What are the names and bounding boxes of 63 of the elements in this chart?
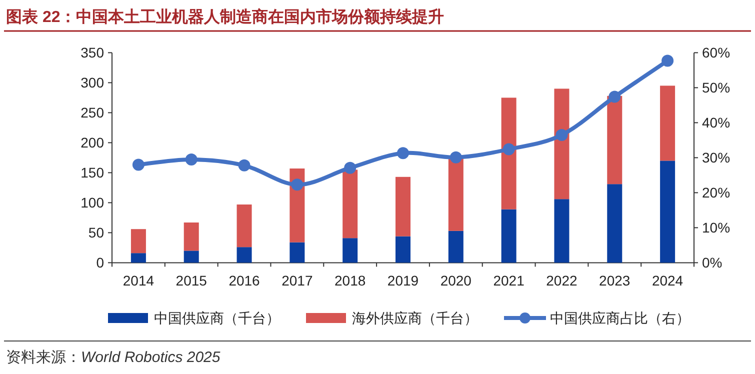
- point: [238, 159, 250, 172]
- point: [450, 151, 462, 164]
- legend-label: 中国供应商（千台）: [154, 310, 280, 326]
- legend-label: 海外供应商（千台）: [352, 310, 478, 326]
- bar: [501, 98, 516, 210]
- x-tick-label: 2014: [122, 272, 154, 289]
- y-tick-label: 50: [88, 224, 104, 241]
- point: [662, 54, 674, 67]
- y-tick-label: 150: [80, 164, 104, 181]
- chart-title: 图表 22：中国本土工业机器人制造商在国内市场份额持续提升: [6, 8, 444, 26]
- x-tick-label: 2022: [546, 272, 578, 289]
- y-tick-label: 300: [80, 74, 104, 91]
- y-tick-label: 200: [80, 134, 104, 151]
- point: [291, 178, 304, 191]
- bar: [501, 209, 516, 263]
- point: [185, 153, 198, 166]
- point: [132, 158, 144, 171]
- y-tick-label: 250: [80, 104, 104, 121]
- bar: [660, 160, 676, 263]
- y-tick-label: 350: [80, 44, 104, 61]
- y-tick-label: 100: [80, 194, 104, 211]
- point: [556, 128, 568, 141]
- bar: [607, 184, 622, 263]
- x-tick-label: 2023: [599, 272, 630, 289]
- point: [608, 90, 621, 103]
- bar: [396, 176, 410, 236]
- y2-tick-label: 40%: [702, 114, 730, 131]
- y2-tick-label: 50%: [702, 80, 730, 96]
- x-tick-label: 2018: [334, 272, 366, 289]
- bar: [448, 156, 464, 231]
- y2-tick-label: 30%: [702, 150, 730, 166]
- x-tick-label: 2015: [176, 272, 208, 289]
- y-tick-label: 0: [96, 254, 104, 271]
- y2-tick-label: 0%: [702, 254, 722, 271]
- point: [344, 162, 356, 174]
- x-tick-label: 2017: [282, 272, 313, 289]
- y2-tick-label: 60%: [702, 44, 730, 61]
- x-tick-label: 2019: [387, 272, 419, 289]
- bar: [130, 253, 146, 263]
- point: [397, 147, 409, 160]
- x-tick-label: 2021: [493, 272, 525, 289]
- bar: [342, 238, 358, 263]
- bar: [236, 247, 252, 263]
- bar: [290, 242, 305, 263]
- point: [502, 143, 515, 156]
- bar: [184, 222, 199, 251]
- y2-tick-label: 10%: [702, 220, 730, 236]
- y2-tick-label: 20%: [702, 184, 730, 201]
- bar: [607, 96, 622, 184]
- bar: [236, 204, 252, 248]
- bar: [342, 170, 358, 238]
- bar: [130, 229, 146, 254]
- text: 资料来源：World Robotics 2025: [6, 349, 221, 366]
- legend-label: 中国供应商占比（右）: [550, 310, 690, 326]
- bar: [554, 199, 570, 263]
- x-tick-label: 2024: [652, 272, 684, 289]
- bar: [448, 230, 464, 263]
- bar: [184, 250, 199, 263]
- bar: [396, 236, 410, 263]
- x-tick-label: 2016: [228, 272, 260, 289]
- bar: [660, 86, 676, 161]
- bar: [554, 88, 570, 200]
- x-tick-label: 2020: [440, 272, 472, 289]
